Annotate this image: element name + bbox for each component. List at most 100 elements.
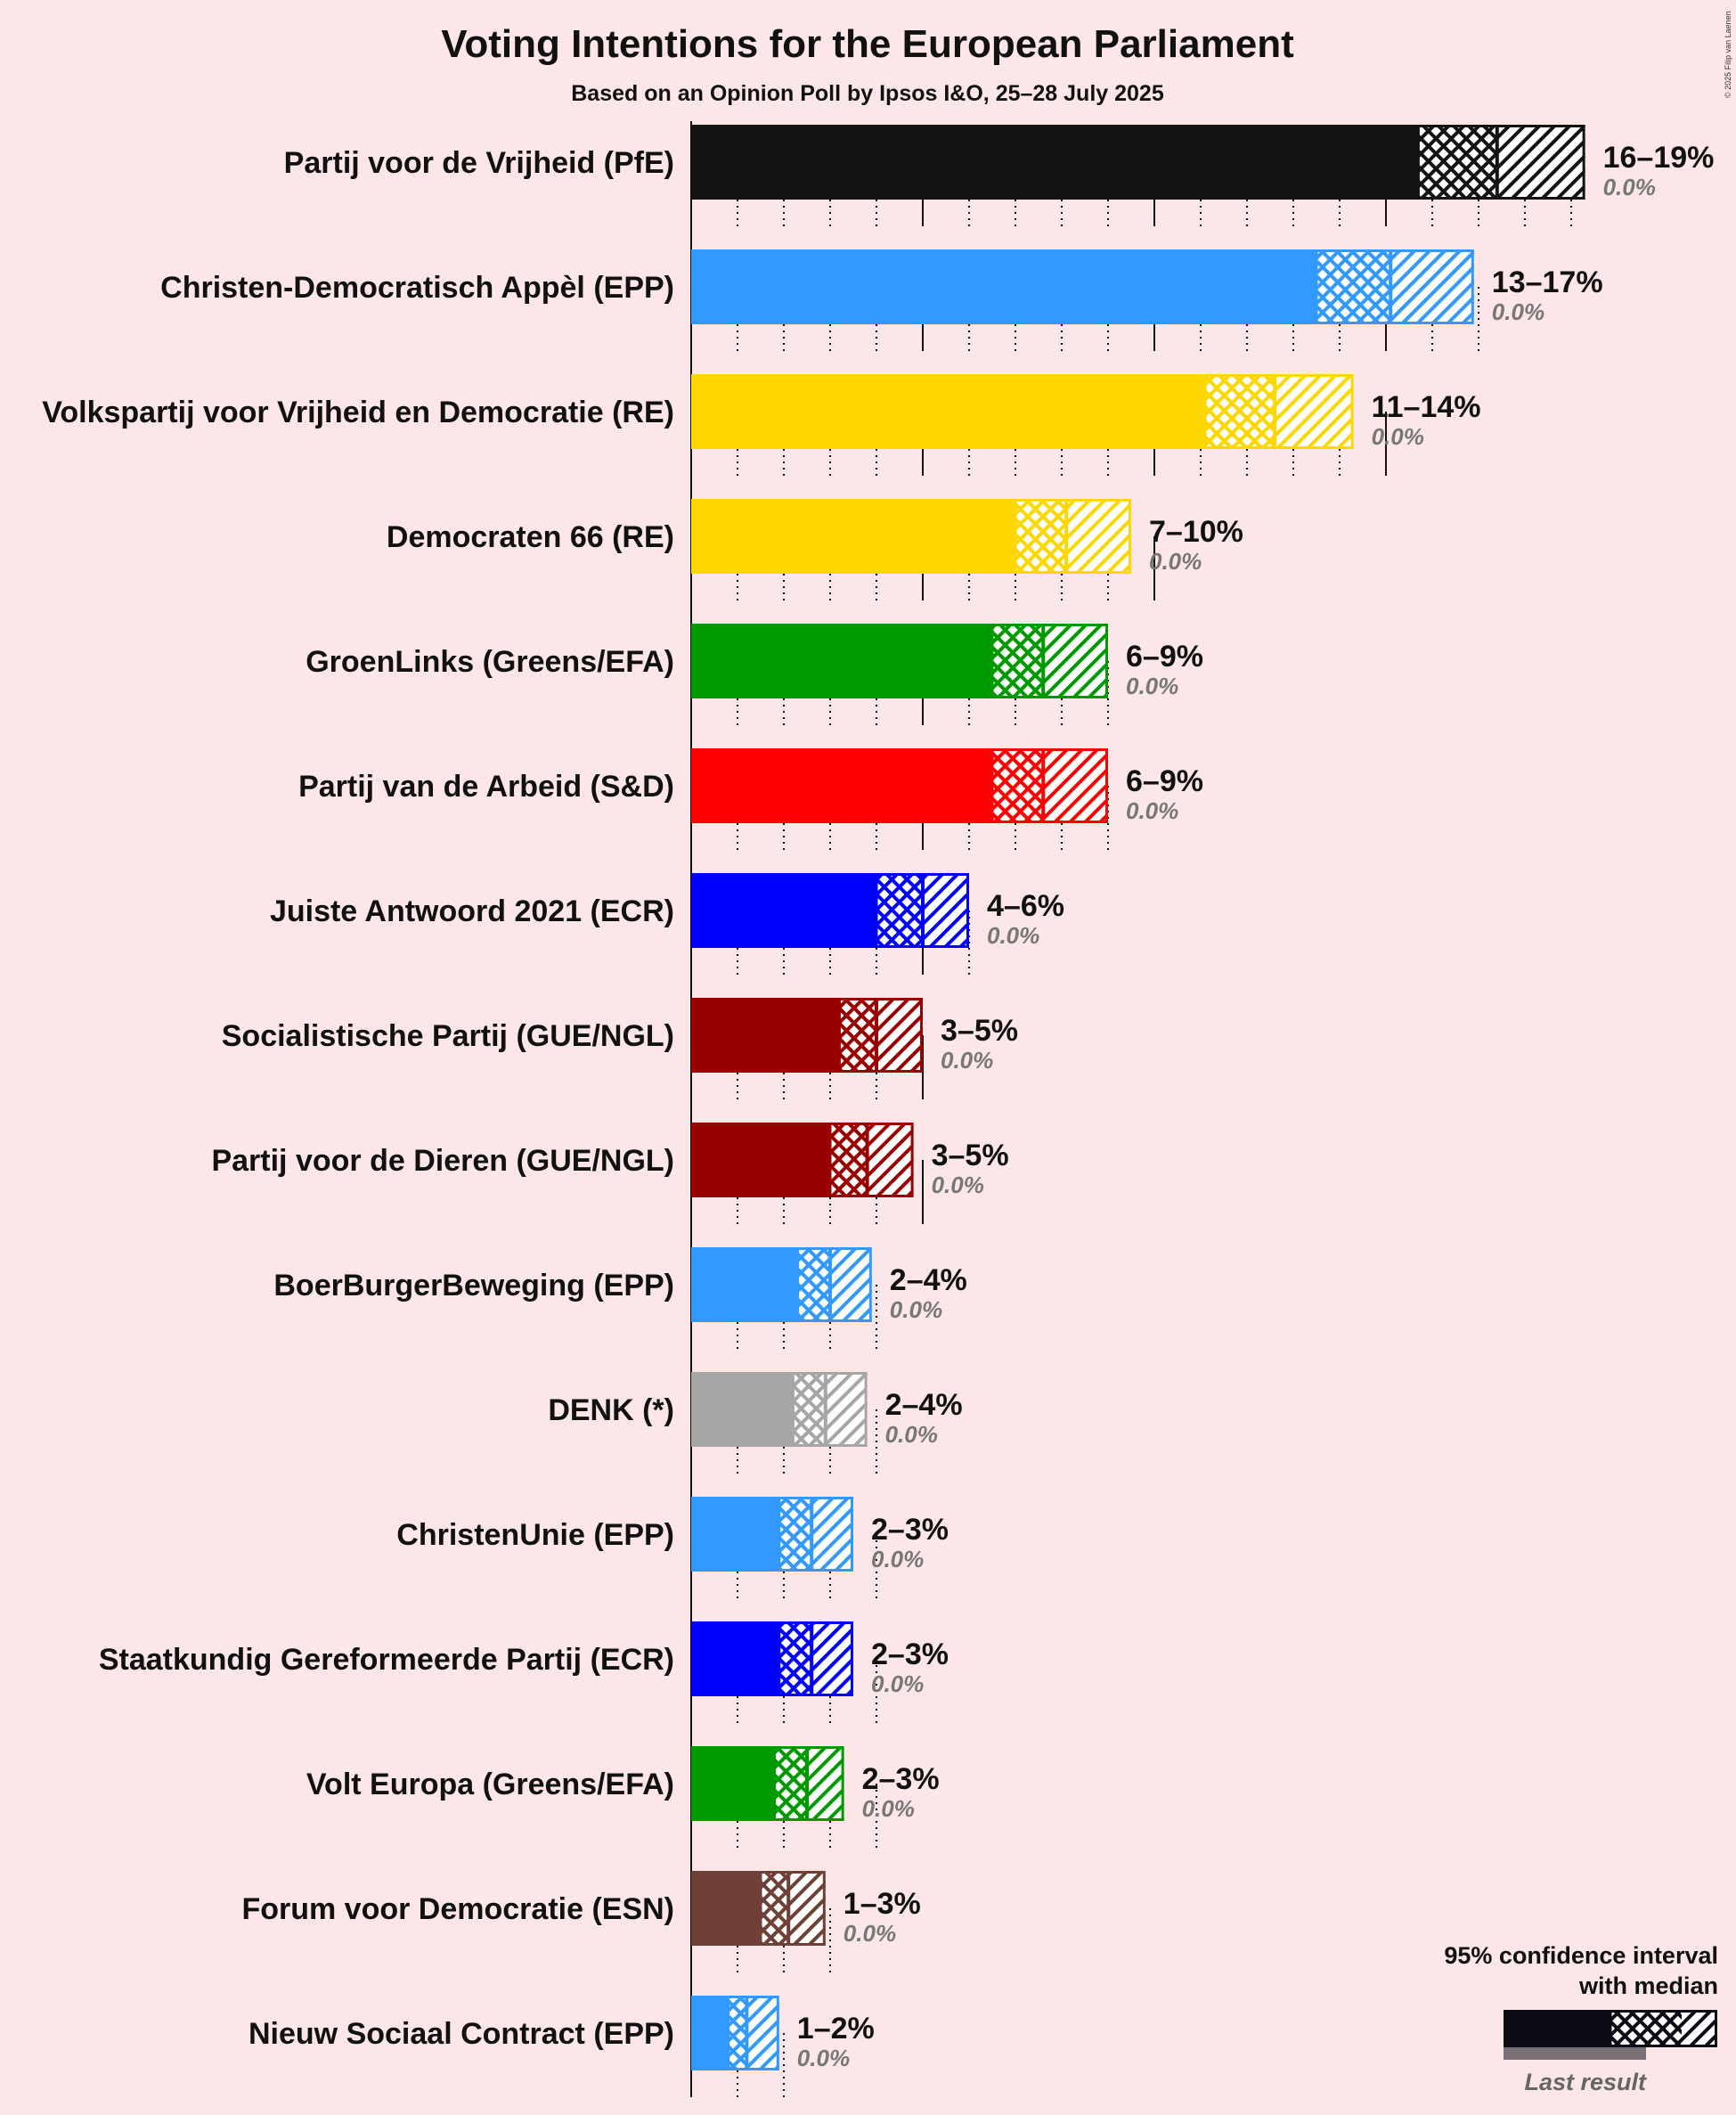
bar-solid — [691, 1497, 779, 1572]
bar-lower-ci-hatch — [876, 873, 923, 948]
party-label: Nieuw Sociaal Contract (EPP) — [249, 2017, 674, 2051]
bar-lower-ci-hatch — [728, 1996, 747, 2070]
bar-solid — [691, 873, 876, 948]
bar-ci-outline — [1014, 499, 1131, 574]
legend-ci-outline — [1609, 2010, 1717, 2047]
party-label: Partij van de Arbeid (S&D) — [298, 770, 674, 804]
party-label: Volkspartij voor Vrijheid en Democratie … — [42, 396, 674, 429]
range-label: 1–2% — [797, 2012, 875, 2046]
party-row: Volt Europa (Greens/EFA) 2–3%0.0% — [306, 1746, 940, 1848]
last-result-label: 0.0% — [1603, 174, 1656, 200]
bar-upper-ci-hatch — [811, 1497, 853, 1572]
party-row: Nieuw Sociaal Contract (EPP) 1–2%0.0% — [249, 1996, 875, 2097]
bar-solid — [691, 249, 1316, 324]
party-row: DENK (*) 2–4%0.0% — [548, 1372, 963, 1474]
party-label: Staatkundig Gereformeerde Partij (ECR) — [99, 1643, 674, 1677]
bar-ci-outline — [778, 1497, 853, 1572]
last-result-label: 0.0% — [1126, 797, 1178, 824]
bar-solid — [691, 1871, 761, 1946]
party-row: Partij van de Arbeid (S&D) 6–9%0.0% — [298, 748, 1203, 850]
party-row: Forum voor Democratie (ESN) 1–3%0.0% — [241, 1871, 921, 1972]
range-label: 2–3% — [871, 1637, 949, 1671]
legend-title-line1: 95% confidence interval — [1444, 1942, 1718, 1969]
bar-ci-outline — [1315, 249, 1474, 324]
range-label: 13–17% — [1492, 265, 1603, 299]
bar-upper-ci-hatch — [825, 1372, 868, 1447]
range-label: 6–9% — [1126, 640, 1203, 674]
last-result-label: 0.0% — [932, 1172, 984, 1198]
last-result-label: 0.0% — [871, 1546, 924, 1572]
bar-lower-ci-hatch — [797, 1247, 830, 1322]
party-label: DENK (*) — [548, 1393, 674, 1427]
party-row: Volkspartij voor Vrijheid en Democratie … — [42, 374, 1481, 476]
party-label: Juiste Antwoord 2021 (ECR) — [270, 894, 674, 928]
last-result-label: 0.0% — [797, 2045, 850, 2071]
party-row: Partij voor de Vrijheid (PfE) 16–19%0.0% — [284, 125, 1715, 226]
chart-title: Voting Intentions for the European Parli… — [441, 22, 1294, 66]
range-label: 7–10% — [1149, 515, 1243, 549]
bar-solid — [691, 1123, 830, 1197]
range-label: 2–4% — [890, 1263, 967, 1297]
bar-lower-ci-hatch — [1015, 499, 1067, 574]
last-result-label: 0.0% — [871, 1670, 924, 1697]
bar-solid — [691, 125, 1419, 200]
bar-ci-outline — [759, 1871, 826, 1946]
range-label: 2–3% — [871, 1513, 949, 1547]
bar-lower-ci-hatch — [793, 1372, 826, 1447]
party-label: BoerBurgerBeweging (EPP) — [273, 1269, 674, 1302]
bar-ci-outline — [1416, 125, 1585, 200]
bar-lower-ci-hatch — [778, 1621, 812, 1696]
bar-upper-ci-hatch — [1275, 374, 1354, 449]
bar-upper-ci-hatch — [811, 1621, 853, 1696]
bar-solid — [691, 1996, 729, 2070]
bar-ci-outline — [791, 1372, 868, 1447]
bar-upper-ci-hatch — [807, 1746, 844, 1821]
last-result-label: 0.0% — [1492, 298, 1544, 325]
bar-ci-outline — [796, 1247, 872, 1322]
bar-upper-ci-hatch — [1390, 249, 1474, 324]
party-row: GroenLinks (Greens/EFA) 6–9%0.0% — [306, 624, 1203, 725]
bar-upper-ci-hatch — [1496, 125, 1585, 200]
bar-solid — [691, 499, 1015, 574]
bar-upper-ci-hatch — [867, 1123, 914, 1197]
party-label: ChristenUnie (EPP) — [396, 1518, 674, 1552]
party-label: Christen-Democratisch Appèl (EPP) — [160, 271, 674, 305]
bar-lower-ci-hatch — [1316, 249, 1391, 324]
party-row: Staatkundig Gereformeerde Partij (ECR) 2–… — [99, 1621, 949, 1723]
copyright-note: © 2025 Filip van Laenen — [1724, 11, 1732, 98]
bar-lower-ci-hatch — [992, 748, 1044, 823]
range-label: 16–19% — [1603, 141, 1715, 175]
party-label: Partij voor de Vrijheid (PfE) — [284, 146, 674, 180]
bar-solid — [691, 1621, 779, 1696]
bar-lower-ci-hatch — [992, 624, 1044, 698]
bar-solid — [691, 1247, 798, 1322]
party-row: ChristenUnie (EPP) 2–3%0.0% — [396, 1497, 949, 1598]
legend-upper-hatch — [1682, 2010, 1717, 2047]
bar-lower-ci-hatch — [830, 1123, 868, 1197]
last-result-label: 0.0% — [1149, 548, 1202, 575]
legend-solid-bar — [1504, 2010, 1610, 2047]
party-row: Partij voor de Dieren (GUE/NGL) 3–5%0.0% — [211, 1123, 1009, 1224]
legend-last-result-bar — [1504, 2046, 1646, 2060]
party-row: Christen-Democratisch Appèl (EPP) 13–17%0… — [160, 249, 1603, 351]
legend-title-line2: with median — [1578, 1972, 1718, 1999]
legend: 95% confidence interval with median Last… — [1444, 1942, 1718, 2095]
bar-solid — [691, 1746, 775, 1821]
party-row: BoerBurgerBeweging (EPP) 2–4%0.0% — [273, 1247, 967, 1349]
range-label: 2–3% — [862, 1762, 940, 1796]
bar-ci-outline — [828, 1123, 914, 1197]
range-label: 6–9% — [1126, 764, 1203, 798]
last-result-label: 0.0% — [1372, 423, 1424, 450]
party-label: Democraten 66 (RE) — [387, 520, 674, 554]
bar-solid — [691, 1372, 794, 1447]
legend-median-hatch — [1610, 2010, 1682, 2047]
last-result-label: 0.0% — [890, 1296, 942, 1323]
bar-ci-outline — [1203, 374, 1354, 449]
bar-solid — [691, 748, 992, 823]
last-result-label: 0.0% — [862, 1795, 915, 1822]
bar-lower-ci-hatch — [1205, 374, 1276, 449]
chart-subtitle: Based on an Opinion Poll by Ipsos I&O, 2… — [571, 81, 1164, 106]
bar-upper-ci-hatch — [830, 1247, 872, 1322]
last-result-label: 0.0% — [1126, 673, 1178, 699]
legend-last-result-label: Last result — [1524, 2069, 1647, 2095]
